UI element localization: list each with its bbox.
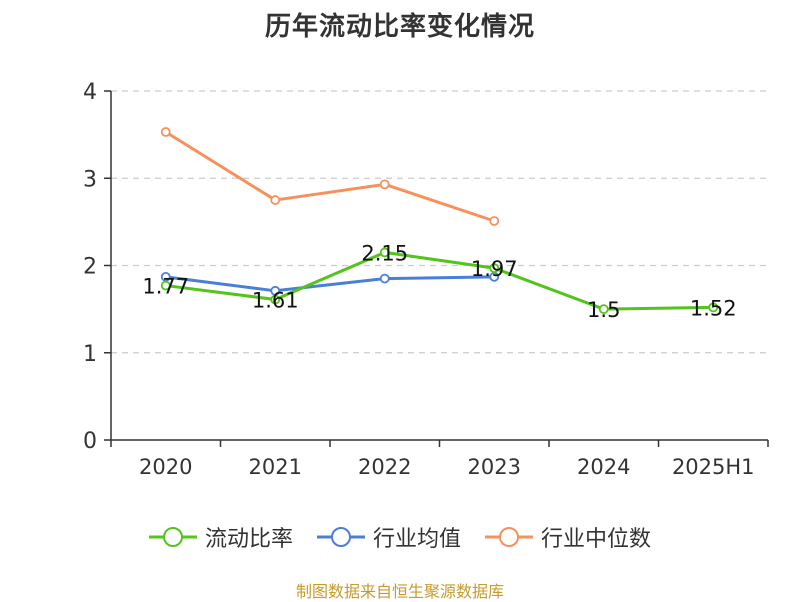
source-note: 制图数据来自恒生聚源数据库 bbox=[295, 582, 504, 601]
data-point bbox=[379, 247, 390, 258]
series-line bbox=[165, 275, 495, 293]
data-point bbox=[489, 263, 500, 274]
series-line bbox=[164, 130, 495, 223]
data-label: 1.52 bbox=[690, 296, 737, 320]
data-point bbox=[160, 280, 171, 291]
x-tick-label: 2025H1 bbox=[672, 455, 755, 479]
data-point bbox=[270, 294, 281, 305]
y-tick-label: 4 bbox=[83, 80, 97, 105]
legend-item[interactable]: 流动比率 bbox=[148, 521, 293, 553]
legend-label: 行业中位数 bbox=[541, 527, 652, 552]
legend-swatch-icon bbox=[148, 527, 197, 547]
legend-item[interactable]: 行业中位数 bbox=[485, 521, 651, 553]
grid-layer bbox=[111, 90, 768, 354]
series-line bbox=[165, 250, 714, 311]
data-label: 1.97 bbox=[471, 257, 518, 281]
chart-title: 历年流动比率变化情况 bbox=[264, 12, 535, 42]
axis-layer: 0 1 2 3 4 2020 2021 2022 2023 2024 2025H1 bbox=[83, 80, 769, 479]
x-tick-label: 2023 bbox=[468, 455, 521, 479]
legend-item[interactable]: 行业均值 bbox=[316, 521, 461, 553]
data-point bbox=[270, 195, 281, 205]
legend-label: 流动比率 bbox=[204, 527, 293, 552]
y-tick-label: 0 bbox=[83, 429, 97, 454]
y-tick-label: 3 bbox=[83, 167, 97, 192]
data-point bbox=[160, 127, 171, 137]
y-tick-label: 1 bbox=[83, 342, 97, 367]
legend-swatch-icon bbox=[485, 527, 533, 547]
data-label: 2.15 bbox=[361, 241, 408, 265]
series-layer bbox=[160, 127, 719, 315]
data-point bbox=[489, 216, 500, 226]
x-tick-label: 2020 bbox=[139, 455, 192, 479]
data-point bbox=[379, 273, 390, 284]
x-tick-label: 2024 bbox=[577, 455, 630, 479]
x-tick-label: 2021 bbox=[249, 455, 302, 479]
y-tick-label: 2 bbox=[83, 255, 97, 280]
data-point bbox=[598, 304, 609, 315]
data-label-layer: 1.77 1.61 2.15 1.97 1.5 1.52 bbox=[142, 241, 736, 322]
data-label: 1.5 bbox=[587, 298, 620, 322]
data-point bbox=[379, 179, 390, 190]
legend: 流动比率 行业均值 行业中位数 bbox=[0, 520, 800, 554]
x-tick-label: 2022 bbox=[358, 455, 411, 479]
legend-label: 行业均值 bbox=[372, 527, 461, 552]
legend-swatch-icon bbox=[316, 527, 365, 547]
data-label: 1.61 bbox=[252, 289, 299, 313]
data-point bbox=[708, 302, 719, 313]
data-label: 1.77 bbox=[142, 275, 189, 299]
